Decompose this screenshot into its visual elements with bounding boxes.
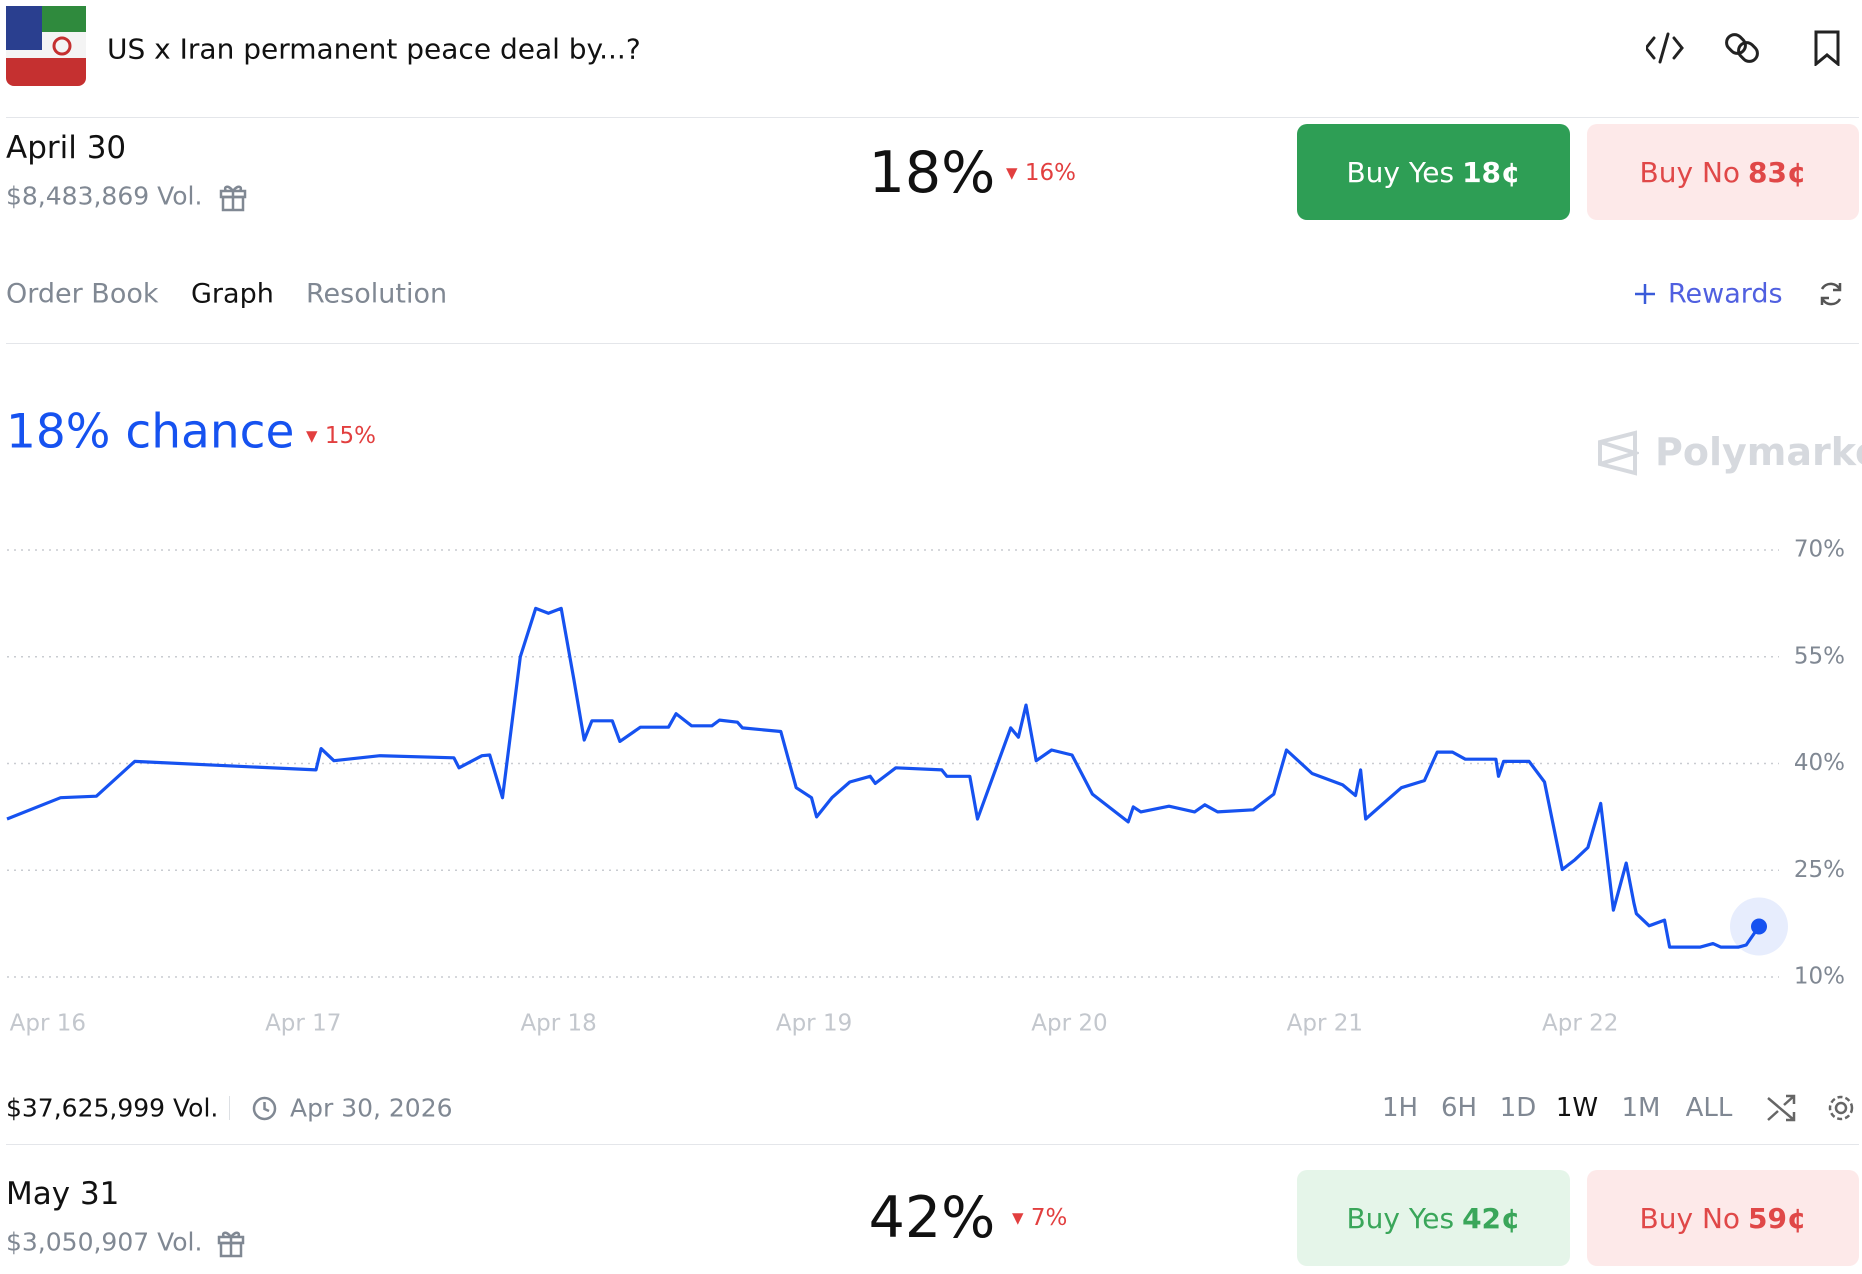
x-tick-label: Apr 19 [776,1011,852,1037]
x-tick-label: Apr 16 [10,1011,86,1037]
divider [6,117,1859,118]
range-button-active[interactable]: 1W [1555,1093,1599,1123]
price-line [6,606,1761,949]
clock-icon [252,1096,277,1121]
bookmark-icon[interactable] [1814,30,1840,66]
tab[interactable]: Resolution [306,278,448,310]
range-button[interactable]: 1M [1621,1093,1661,1123]
rewards-link[interactable]: Rewards [1668,278,1783,310]
market-volume: $3,050,907 Vol. [6,1227,203,1257]
y-tick-label: 40% [1794,750,1845,776]
separator [229,1096,230,1120]
x-tick-label: Apr 20 [1031,1011,1107,1037]
range-button[interactable]: 6H [1440,1093,1478,1123]
total-volume: $37,625,999 Vol. [6,1093,219,1123]
plus-icon [1635,284,1655,304]
x-tick-label: Apr 18 [520,1011,596,1037]
change-value: 15% [324,423,376,449]
buy-no-button[interactable]: Buy No 83¢ [1587,124,1859,220]
header-icons [1646,30,1840,66]
buy-yes-button[interactable]: Buy Yes 42¢ [1297,1170,1570,1266]
end-dot [1751,918,1767,935]
divider [6,1144,1859,1145]
market-change: ▾ 16% [1006,160,1076,186]
market-volume: $8,483,869 Vol. [6,181,203,211]
market-icon [6,6,86,86]
shuffle-icon[interactable] [1766,1093,1796,1123]
watermark-logo [1598,430,1639,476]
market-change: ▾ 7% [1012,1205,1068,1231]
market-date: May 31 [6,1176,120,1212]
y-tick-label: 55% [1794,643,1845,669]
button-price: 59¢ [1748,1201,1807,1235]
range-button[interactable]: 1H [1381,1093,1419,1123]
market-chance: 18% [868,140,996,206]
buy-yes-button[interactable]: Buy Yes 18¢ [1297,124,1570,220]
x-tick-label: Apr 17 [265,1011,341,1037]
settings-icon[interactable] [1826,1093,1856,1123]
button-label: Buy No [1639,1201,1741,1235]
chart-title: 18% chance [6,404,295,460]
x-tick-label: Apr 22 [1542,1011,1618,1037]
watermark: Polymarket [1655,430,1862,474]
market-title: US x Iran permanent peace deal by...? [107,32,641,66]
market-date: April 30 [6,130,127,166]
button-label: Buy Yes [1346,155,1455,189]
divider [6,343,1859,344]
end-halo [1730,897,1788,956]
button-price: 18¢ [1462,155,1521,189]
tab-active[interactable]: Graph [191,278,274,310]
y-tick-label: 10% [1794,964,1845,990]
x-tick-label: Apr 21 [1287,1011,1363,1037]
change-value: 16% [1024,160,1076,186]
tab[interactable]: Order Book [6,278,159,310]
range-button[interactable]: 1D [1499,1093,1537,1123]
button-price: 83¢ [1748,155,1807,189]
button-label: Buy Yes [1346,1201,1455,1235]
end-date: Apr 30, 2026 [290,1093,453,1123]
embed-icon[interactable] [1646,32,1684,64]
market-chance: 42% [868,1185,996,1251]
buy-no-button[interactable]: Buy No 59¢ [1587,1170,1859,1266]
change-value: 7% [1030,1205,1068,1231]
link-icon[interactable] [1723,31,1760,64]
button-price: 42¢ [1462,1201,1521,1235]
gift-icon[interactable] [216,1228,246,1258]
range-button[interactable]: ALL [1685,1093,1733,1123]
button-label: Buy No [1639,155,1741,189]
refresh-icon[interactable] [1817,280,1845,308]
y-tick-label: 25% [1794,857,1845,883]
y-tick-label: 70% [1794,537,1845,563]
chart-change: ▾ 15% [306,423,376,449]
gift-icon[interactable] [218,182,248,212]
